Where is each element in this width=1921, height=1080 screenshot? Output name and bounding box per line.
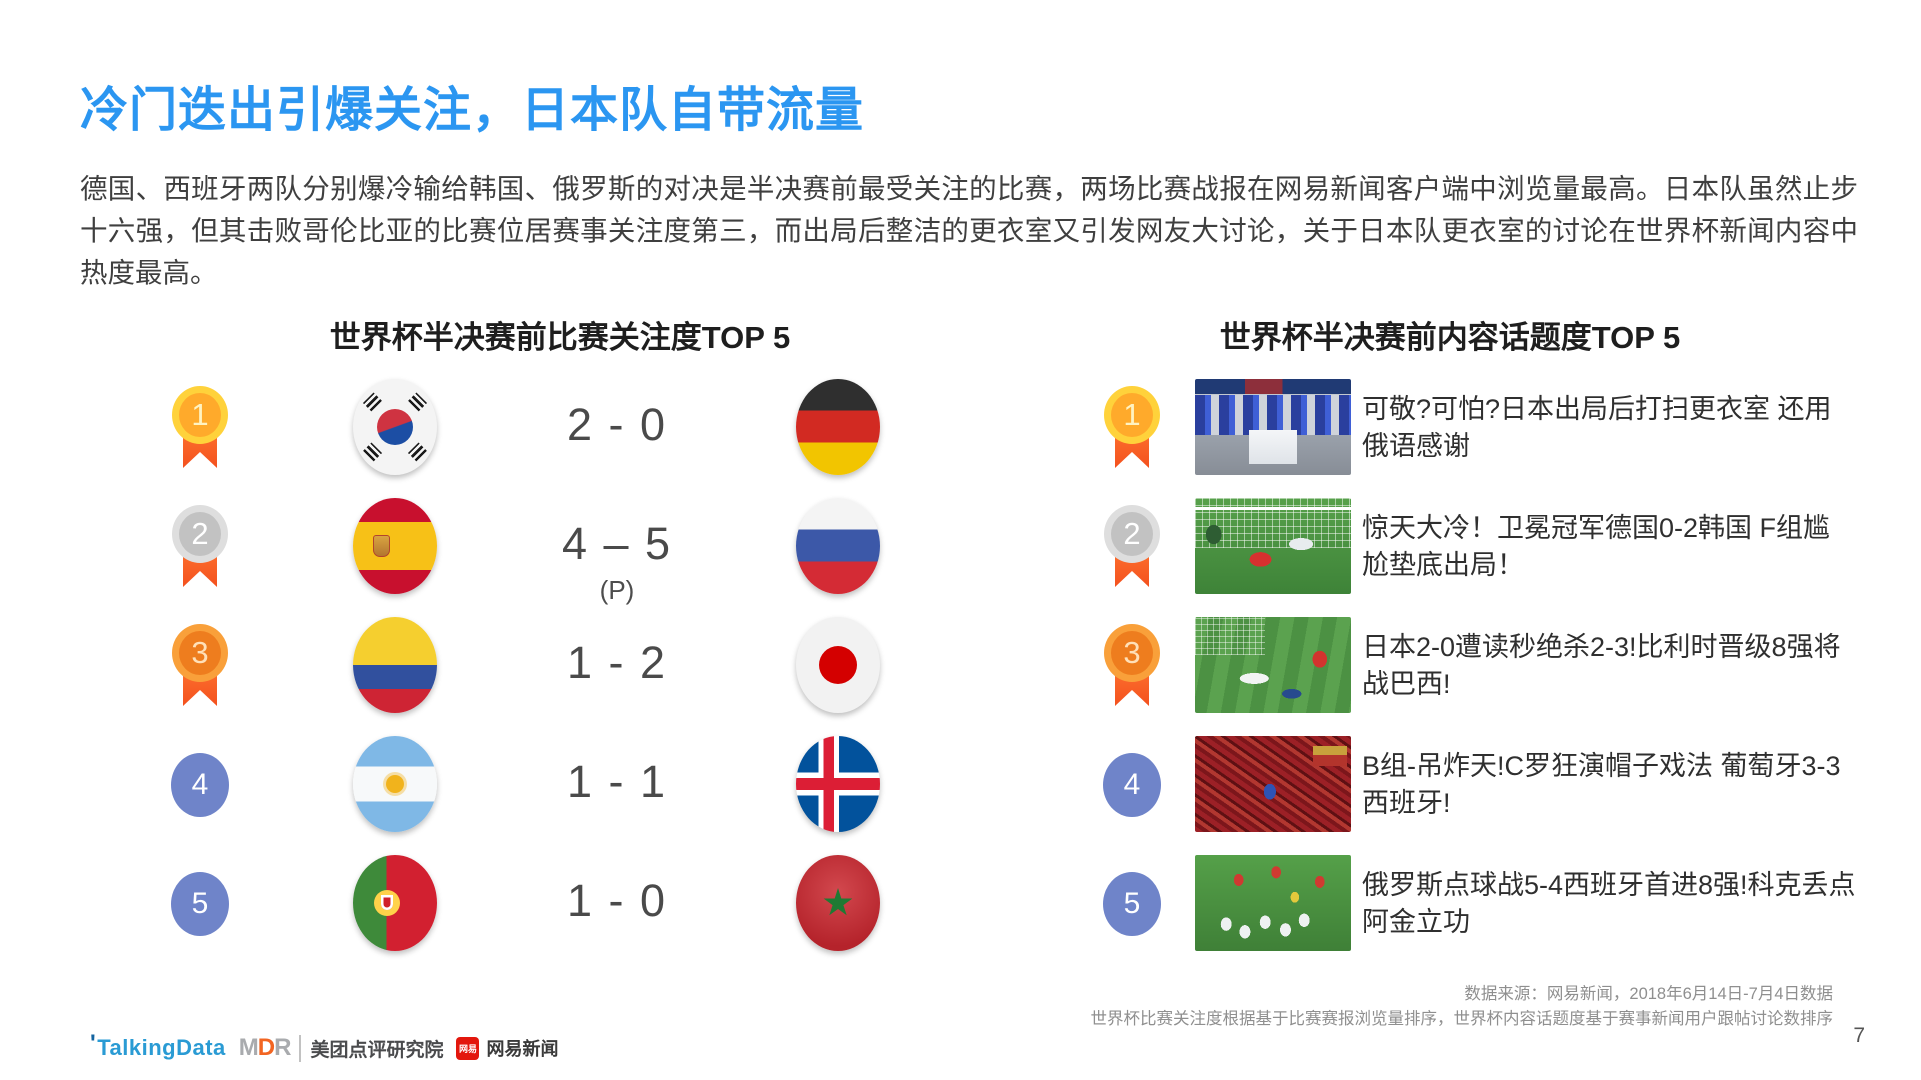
news-headline: B组-吊炸天!C罗狂演帽子戏法 葡萄牙3-3西班牙! [1362,750,1841,818]
rank-number: 3 [1104,624,1160,682]
news-item-1: 1 可敬?可怕?日本出局后打扫更衣室 还用俄语感谢 [1100,368,1900,487]
gold-medal-icon: 1 [1102,376,1162,476]
news-headline: 惊天大冷！卫冕冠军德国0-2韩国 F组尴尬垫底出局！ [1362,512,1831,580]
flag-south-korea-icon [353,379,437,475]
news-item-4: 4 B组-吊炸天!C罗狂演帽子戏法 葡萄牙3-3西班牙! [1100,725,1900,844]
page-title: 冷门迭出引爆关注，日本队自带流量 [80,84,865,137]
match-score: 4 – 5 [561,518,673,569]
flag-japan-icon [796,617,880,713]
flag-spain-icon [353,498,437,594]
bronze-medal-icon: 3 [170,614,230,714]
rank-number: 2 [1104,505,1160,563]
flag-germany-icon [796,379,880,475]
meituan-dianping-institute-label: 美团点评研究院 [299,1034,443,1062]
news-headline: 日本2-0遭读秒绝杀2-3!比利时晋级8强将战巴西! [1362,631,1841,699]
topic-ranking-list: 1 可敬?可怕?日本出局后打扫更衣室 还用俄语感谢 2 惊天大冷！卫冕冠军德国0… [1100,368,1900,963]
match-row-3: 3 1 - 2 [150,606,920,725]
match-score: 1 - 0 [566,875,668,926]
mdr-letter-d: D [257,1034,275,1061]
data-source-line1: 数据来源：网易新闻，2018年6月14日-7月4日数据 [1464,985,1833,1003]
data-source-note: 数据来源：网易新闻，2018年6月14日-7月4日数据 世界杯比赛关注度根据基于… [1091,982,1834,1032]
rank-number: 1 [172,386,228,444]
rank-number: 2 [172,505,228,563]
match-row-1: 1 2 - 0 [150,368,920,487]
japan-belgium-match-photo [1195,617,1351,713]
flag-detail [362,442,383,462]
match-ranking-list: 1 2 - 0 2 4 – 5 (P) [150,368,920,963]
mdr-letter-r: R [274,1034,291,1061]
rank-badge: 5 [171,872,229,936]
bronze-medal-icon: 3 [1102,614,1162,714]
flag-detail [407,392,428,412]
penalty-note: (P) [599,575,635,605]
flag-russia-icon [796,498,880,594]
flag-iceland-icon [796,736,880,832]
flag-morocco-icon [796,855,880,951]
flag-detail [407,442,428,462]
russia-spain-celebration-photo [1195,855,1351,951]
flag-argentina-icon [353,736,437,832]
mdr-letter-m: M [238,1034,259,1061]
news-item-2: 2 惊天大冷！卫冕冠军德国0-2韩国 F组尴尬垫底出局！ [1100,487,1900,606]
flag-detail [373,535,390,557]
rank-badge: 5 [1103,872,1161,936]
flag-colombia-icon [353,617,437,713]
news-item-3: 3 日本2-0遭读秒绝杀2-3!比利时晋级8强将战巴西! [1100,606,1900,725]
silver-medal-icon: 2 [1102,495,1162,595]
match-score: 2 - 0 [566,399,668,450]
news-headline: 俄罗斯点球战5-4西班牙首进8强!科克丢点阿金立功 [1362,869,1856,937]
data-source-line2: 世界杯比赛关注度根据基于比赛赛报浏览量排序，世界杯内容话题度基于赛事新闻用户跟帖… [1090,1009,1834,1028]
rank-number: 3 [172,624,228,682]
flag-detail [377,409,413,445]
intro-paragraph: 德国、西班牙两队分别爆冷输给韩国、俄罗斯的对决是半决赛前最受关注的比赛，两场比赛… [80,173,1858,288]
rank-badge: 4 [1103,753,1161,817]
rank-badge: 4 [171,753,229,817]
match-row-2: 2 4 – 5 (P) [150,487,920,606]
talkingdata-logo: TalkingData [90,1034,226,1062]
japan-locker-room-photo [1195,379,1351,475]
news-item-5: 5 俄罗斯点球战5-4西班牙首进8强!科克丢点阿金立功 [1100,844,1900,963]
portugal-spain-fans-photo [1195,736,1351,832]
flag-detail [374,890,400,916]
flag-detail [386,775,404,793]
footer-logos: TalkingData MDR 美团点评研究院 网易 网易新闻 [90,1034,558,1062]
silver-medal-icon: 2 [170,495,230,595]
topic-ranking-title: 世界杯半决赛前内容话题度TOP 5 [1219,320,1681,355]
flag-detail [823,888,853,916]
news-headline: 可敬?可怕?日本出局后打扫更衣室 还用俄语感谢 [1362,393,1832,461]
gold-medal-icon: 1 [170,376,230,476]
match-score: 1 - 1 [566,756,668,807]
flag-portugal-icon [353,855,437,951]
match-ranking-title: 世界杯半决赛前比赛关注度TOP 5 [329,320,791,355]
match-row-5: 5 1 - 0 [150,844,920,963]
flag-detail [362,392,383,412]
rank-number: 1 [1104,386,1160,444]
germany-korea-goal-photo [1195,498,1351,594]
match-score: 1 - 2 [566,637,668,688]
netease-news-logo-icon: 网易 [456,1036,480,1060]
match-row-4: 4 1 - 1 [150,725,920,844]
netease-news-label: 网易新闻 [486,1039,559,1059]
page-number: 7 [1853,1024,1865,1047]
